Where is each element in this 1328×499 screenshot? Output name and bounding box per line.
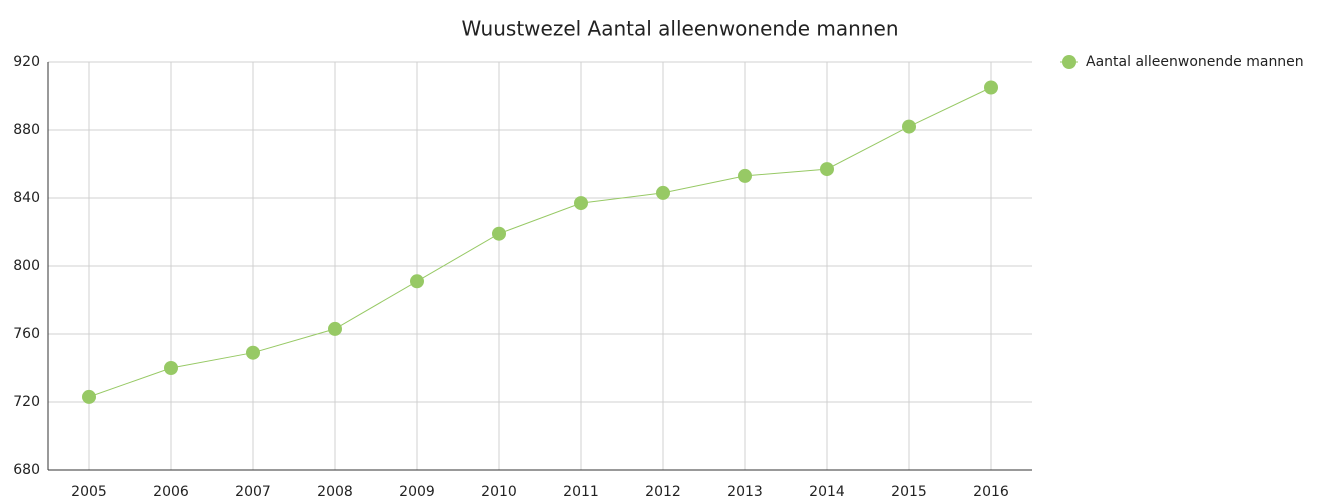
- point: [738, 168, 752, 183]
- point: [246, 345, 260, 360]
- point: [902, 119, 916, 134]
- y-tick-label: 800: [13, 258, 40, 274]
- point: [164, 361, 178, 375]
- x-tick-label: 2006: [153, 484, 189, 499]
- y-tick-label: 840: [13, 190, 40, 206]
- point: [820, 162, 834, 177]
- point: [492, 226, 506, 241]
- y-tick-label: 880: [13, 122, 40, 138]
- x-tick-label: 2009: [399, 484, 435, 499]
- point: [574, 196, 588, 211]
- point: [984, 80, 998, 95]
- x-tick-label: 2013: [727, 484, 763, 499]
- x-tick-label: 2010: [481, 484, 517, 499]
- line: [88, 87, 992, 398]
- x-tick-label: 2005: [71, 484, 107, 499]
- x-tick-label: 2014: [809, 484, 845, 499]
- y-tick-label: 760: [13, 326, 40, 342]
- x-tick-label: 2016: [973, 484, 1009, 499]
- x-tick-label: 2008: [317, 484, 353, 499]
- y-tick-label: 920: [13, 54, 40, 70]
- legend-marker: [1062, 55, 1076, 69]
- point: [82, 389, 96, 404]
- legend-label: Aantal alleenwonende mannen: [1086, 54, 1304, 70]
- x-tick-label: 2015: [891, 484, 927, 499]
- y-tick-label: 680: [13, 462, 40, 478]
- x-tick-label: 2011: [563, 484, 599, 499]
- point: [656, 185, 670, 200]
- y-tick-label: 720: [13, 394, 40, 410]
- chart-title: Wuustwezel Aantal alleenwonende mannen: [461, 17, 898, 41]
- point: [410, 274, 424, 289]
- point: [328, 321, 342, 336]
- x-tick-label: 2012: [645, 484, 681, 499]
- x-tick-label: 2007: [235, 484, 271, 499]
